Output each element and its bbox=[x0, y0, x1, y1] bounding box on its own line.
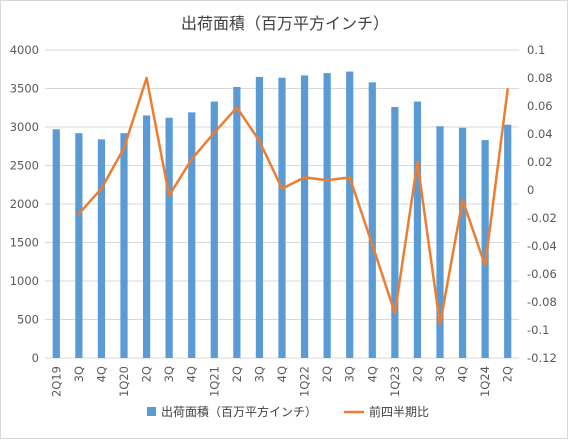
x-tick-label: 2Q19 bbox=[49, 366, 63, 397]
legend-label-line: 前四半期比 bbox=[369, 404, 429, 419]
x-tick-label: 3Q bbox=[72, 366, 86, 382]
bar bbox=[97, 139, 106, 358]
x-tick-label: 4Q bbox=[275, 366, 289, 382]
x-tick-label: 4Q bbox=[94, 366, 108, 382]
bar bbox=[413, 101, 422, 358]
bar bbox=[142, 115, 151, 358]
left-tick-label: 0 bbox=[32, 351, 39, 365]
x-tick-label: 2Q bbox=[230, 366, 244, 382]
x-tick-label: 2Q bbox=[501, 366, 515, 382]
right-tick-label: -0.1 bbox=[527, 323, 549, 337]
right-tick-label: 0.02 bbox=[527, 155, 553, 169]
left-tick-label: 1000 bbox=[10, 274, 39, 288]
legend-swatch-bar bbox=[147, 407, 156, 416]
left-tick-label: 3000 bbox=[10, 120, 39, 134]
right-tick-label: 0.08 bbox=[527, 71, 553, 85]
left-tick-label: 1500 bbox=[10, 236, 39, 250]
left-tick-label: 4000 bbox=[10, 43, 39, 57]
right-tick-label: -0.12 bbox=[527, 351, 557, 365]
legend-label-bar: 出荷面積（百万平方インチ） bbox=[161, 404, 317, 419]
right-tick-label: 0.04 bbox=[527, 127, 553, 141]
right-tick-label: 0.1 bbox=[527, 43, 545, 57]
left-tick-label: 3500 bbox=[10, 82, 39, 96]
x-tick-label: 1Q22 bbox=[298, 366, 312, 397]
x-tick-label: 1Q20 bbox=[117, 366, 131, 397]
bar bbox=[120, 133, 128, 358]
x-tick-label: 4Q bbox=[456, 366, 470, 382]
x-tick-label: 3Q bbox=[162, 366, 176, 382]
bar bbox=[75, 133, 83, 358]
bar bbox=[52, 129, 60, 358]
bar bbox=[391, 106, 399, 358]
x-tick-label: 4Q bbox=[185, 366, 199, 382]
x-tick-label: 2Q bbox=[140, 366, 154, 382]
left-tick-label: 500 bbox=[17, 313, 39, 327]
bar bbox=[188, 112, 196, 359]
bar bbox=[210, 101, 218, 358]
chart-title: 出荷面積（百万平方インチ） bbox=[181, 14, 389, 33]
bar bbox=[165, 117, 173, 358]
bar-series bbox=[52, 71, 512, 359]
bar bbox=[436, 126, 444, 358]
right-tick-label: -0.02 bbox=[527, 211, 557, 225]
x-axis-ticks: 2Q19 3Q 4Q 1Q20 2Q 3Q 4Q 1Q21 2Q 3Q 4Q 1Q22 2Q 3Q 4Q 1Q… bbox=[49, 366, 514, 397]
left-axis-ticks: 0 500 1000 1500 2000 2500 3000 3500 4000 bbox=[10, 43, 39, 365]
legend: 出荷面積（百万平方インチ） 前四半期比 bbox=[147, 404, 429, 419]
right-tick-label: -0.08 bbox=[527, 295, 557, 309]
left-tick-label: 2500 bbox=[10, 159, 39, 173]
bar bbox=[255, 76, 264, 358]
x-tick-label: 2Q bbox=[410, 366, 424, 382]
bar bbox=[346, 71, 354, 358]
bar bbox=[300, 75, 309, 358]
right-tick-label: 0 bbox=[527, 183, 534, 197]
right-tick-label: 0.06 bbox=[527, 99, 553, 113]
bar bbox=[233, 86, 241, 359]
right-axis-ticks: -0.12 -0.1 -0.08 -0.06 -0.04 -0.02 0 0.02 0.04 0.… bbox=[527, 43, 557, 365]
right-tick-label: -0.06 bbox=[527, 267, 557, 281]
bar bbox=[481, 140, 489, 358]
bar bbox=[458, 127, 467, 359]
left-tick-label: 2000 bbox=[10, 197, 39, 211]
bar bbox=[323, 73, 331, 358]
x-tick-label: 1Q24 bbox=[478, 366, 492, 397]
x-tick-label: 3Q bbox=[433, 366, 447, 382]
x-tick-label: 1Q21 bbox=[207, 366, 221, 397]
right-tick-label: -0.04 bbox=[527, 239, 557, 253]
line-series-qoq bbox=[77, 76, 509, 326]
bar bbox=[504, 124, 512, 358]
bar bbox=[368, 82, 376, 358]
x-tick-label: 3Q bbox=[252, 366, 266, 382]
bar bbox=[278, 77, 286, 358]
x-tick-label: 3Q bbox=[343, 366, 357, 382]
x-tick-label: 2Q bbox=[320, 366, 334, 382]
x-tick-label: 4Q bbox=[365, 366, 379, 382]
x-tick-label: 1Q23 bbox=[388, 366, 402, 397]
